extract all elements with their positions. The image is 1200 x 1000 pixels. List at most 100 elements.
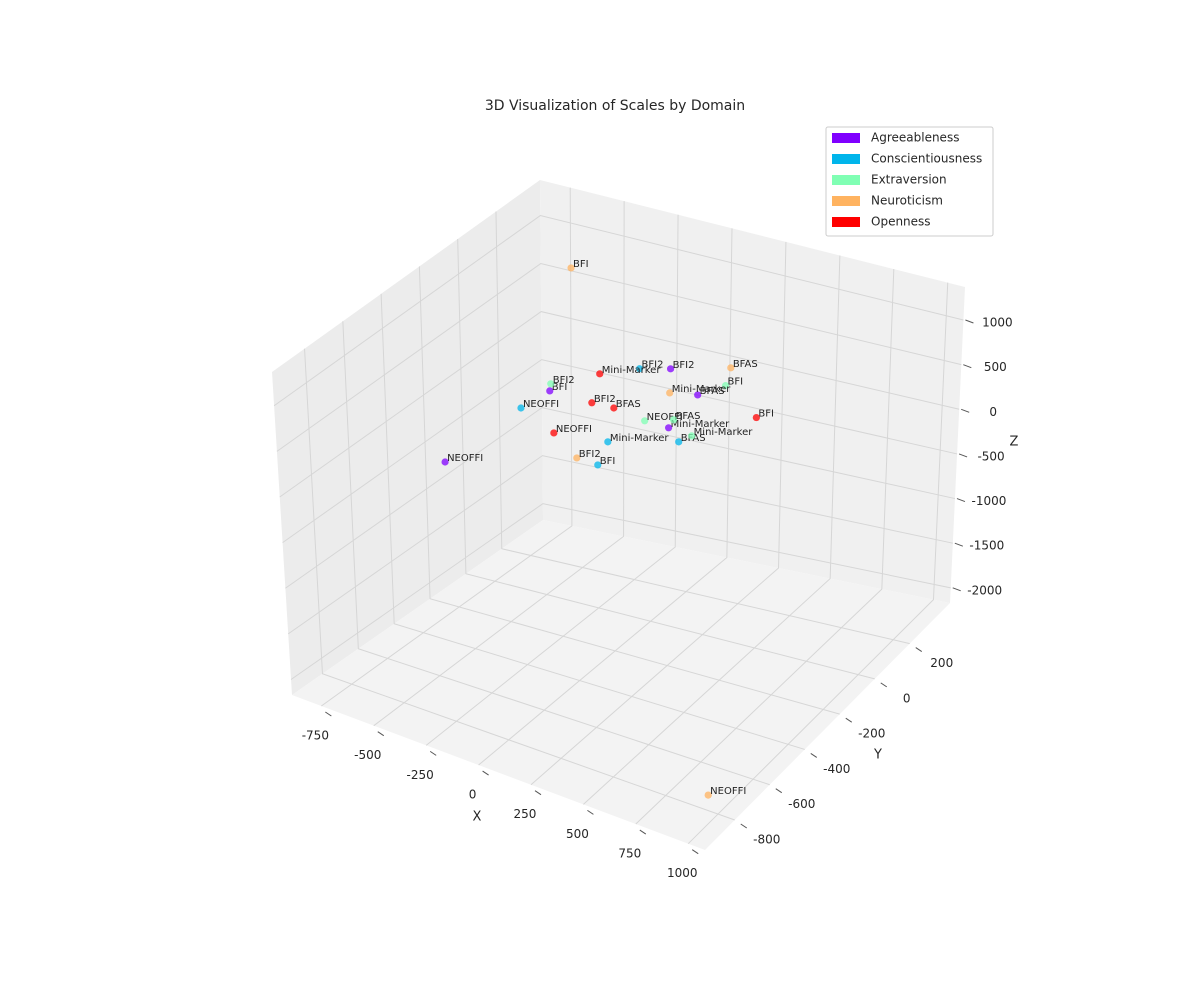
grid-line xyxy=(276,263,962,452)
point-label: NEOFFI xyxy=(556,424,592,435)
point xyxy=(441,458,449,466)
point xyxy=(594,461,602,469)
tick-mark xyxy=(691,849,699,855)
point-label: BFAS xyxy=(733,359,758,370)
grid-line xyxy=(380,293,805,750)
y-tick-label: -800 xyxy=(753,833,780,847)
point xyxy=(567,264,575,272)
point-label: BFI xyxy=(758,409,774,420)
y-axis-label: Y xyxy=(873,748,882,763)
pane xyxy=(292,520,950,850)
grid-line xyxy=(290,503,951,680)
point xyxy=(588,399,596,407)
y-tick-label: -400 xyxy=(823,762,850,776)
legend-swatch xyxy=(832,133,860,143)
x-tick-label: 1000 xyxy=(667,866,698,880)
y-tick-label: -600 xyxy=(788,797,815,811)
grid-line xyxy=(530,241,787,786)
grid-line xyxy=(478,228,733,766)
point xyxy=(596,370,604,378)
point xyxy=(688,432,696,440)
pane xyxy=(272,180,543,695)
grid-line xyxy=(495,211,910,645)
grid-line xyxy=(687,282,949,845)
point-label: BFI xyxy=(552,382,568,393)
legend-label: Conscientiousness xyxy=(871,152,982,166)
legend-swatch xyxy=(832,217,860,227)
tick-mark xyxy=(963,364,972,369)
point-label: NEOFFI xyxy=(647,412,683,423)
point xyxy=(517,404,525,412)
tick-mark xyxy=(740,823,748,829)
point xyxy=(546,387,554,395)
point xyxy=(721,382,730,390)
point xyxy=(752,413,760,422)
point-label: NEOFFI xyxy=(710,786,746,797)
z-tick-label: 1000 xyxy=(982,316,1013,330)
point-label: NEOFFI xyxy=(447,453,483,464)
point xyxy=(669,416,678,424)
legend-label: Neuroticism xyxy=(871,194,943,208)
tick-mark xyxy=(965,319,974,324)
x-tick-label: -250 xyxy=(407,768,434,782)
grid-line xyxy=(304,348,735,821)
point-label: BFAS xyxy=(676,411,701,422)
tick-mark xyxy=(377,731,385,737)
point xyxy=(694,391,702,399)
z-axis-label: Z xyxy=(1010,435,1019,450)
grid-line xyxy=(342,321,770,786)
tick-mark xyxy=(956,498,966,503)
point xyxy=(666,389,674,397)
tick-mark xyxy=(958,453,968,458)
point-label: BFI2 xyxy=(553,375,575,386)
tick-mark xyxy=(325,711,332,717)
x-tick-label: 250 xyxy=(514,807,537,821)
tick-mark xyxy=(961,408,970,413)
grid-line xyxy=(373,201,625,727)
point xyxy=(704,791,712,799)
z-tick-label: 500 xyxy=(984,360,1007,374)
tick-mark xyxy=(845,717,853,723)
point-label: Mini-Marker xyxy=(602,365,662,376)
legend-swatch xyxy=(832,196,860,206)
y-tick-label: 0 xyxy=(903,691,911,705)
legend-label: Extraversion xyxy=(871,173,947,187)
point-label: BFI2 xyxy=(673,360,695,371)
tick-mark xyxy=(482,770,489,776)
point xyxy=(666,365,675,373)
point-label: NEOFFI xyxy=(523,399,559,410)
legend: Agreeableness Conscientiousness Extraversi… xyxy=(825,126,994,237)
point-label: BFI xyxy=(573,259,589,270)
x-tick-label: -750 xyxy=(302,729,329,743)
point xyxy=(604,438,612,446)
grid-line xyxy=(457,238,875,680)
legend-swatch xyxy=(832,154,860,164)
tick-mark xyxy=(954,542,964,547)
grid-line xyxy=(425,214,679,746)
pane xyxy=(540,180,965,603)
x-tick-label: 0 xyxy=(469,788,477,802)
grid-line xyxy=(273,214,964,407)
legend-label: Openness xyxy=(871,215,931,229)
x-tick-label: 500 xyxy=(566,827,589,841)
point-label: BFI xyxy=(728,377,744,388)
point xyxy=(641,417,649,425)
point-label: Mini-Marker xyxy=(610,433,670,444)
y-tick-label: -200 xyxy=(858,727,885,741)
grid-line xyxy=(418,266,840,715)
tick-mark xyxy=(587,809,594,815)
tick-mark xyxy=(880,682,888,688)
point xyxy=(675,438,683,446)
tick-mark xyxy=(810,753,818,758)
point xyxy=(547,380,555,388)
point-label: BFI2 xyxy=(642,360,664,371)
z-tick-label: -500 xyxy=(977,449,1004,463)
x-tick-label: 750 xyxy=(618,847,641,861)
point-label: Mini-Marker xyxy=(672,384,732,395)
point xyxy=(573,454,581,462)
point xyxy=(635,365,644,373)
x-axis-label: X xyxy=(473,810,482,825)
z-tick-label: -2000 xyxy=(967,583,1002,597)
tick-mark xyxy=(915,647,923,652)
